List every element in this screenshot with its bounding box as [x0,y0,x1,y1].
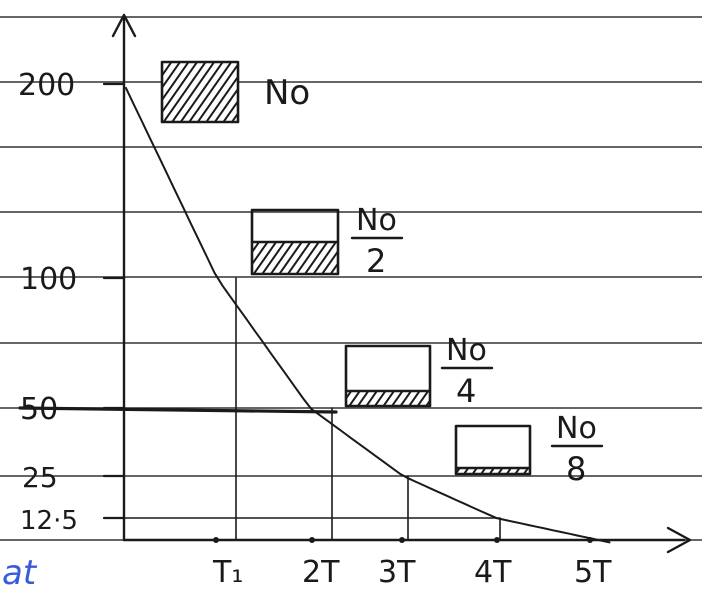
y-tick-label: 200 [18,68,75,103]
tick-labels: 200 100 50 25 12·5 T₁ 2T 3T 4T 5T [18,68,612,590]
edge-scribble: at [2,553,38,587]
x-tick-dot [494,537,500,543]
fraction-numerator: No [446,333,487,368]
x-tick-label: T₁ [212,555,243,587]
x-axis-arrow [666,526,692,554]
fraction-denominator: 2 [366,242,386,280]
decay-curve [124,86,611,544]
decayed-fill [346,391,430,406]
sample-box: No 2 [250,203,404,280]
x-tick-dot [399,537,405,543]
box-outline [454,424,532,476]
y-axis-arrow [111,13,137,38]
x-tick-label: 3T [378,555,416,587]
y-tick-label: 12·5 [20,506,78,536]
fraction-denominator: 4 [456,372,476,410]
sample-box: No 4 [344,333,494,410]
box-label: No [264,73,310,113]
sample-boxes: No No 2 No 4 No 8 [160,60,604,488]
x-tick-label: 4T [474,555,512,587]
sample-box: No 8 [454,411,604,488]
box-outline [344,344,432,408]
box-outline [160,60,240,124]
x-tick-label: 5T [574,555,612,587]
x-tick-dot [213,537,219,543]
sample-box: No [160,60,310,124]
decayed-fill [162,62,238,122]
decayed-fill [252,242,338,274]
y-tick-label: 25 [22,461,58,494]
y-tick-label: 100 [20,262,77,297]
fraction-numerator: No [356,203,397,238]
guide-lines [18,277,501,541]
fraction-denominator: 8 [566,450,586,488]
x-tick-label: 2T [302,555,340,587]
decayed-fill [456,468,530,474]
guide-50 [18,406,338,414]
fraction-numerator: No [556,411,597,446]
x-tick-dot [309,537,315,543]
y-tick-label: 50 [20,392,58,427]
